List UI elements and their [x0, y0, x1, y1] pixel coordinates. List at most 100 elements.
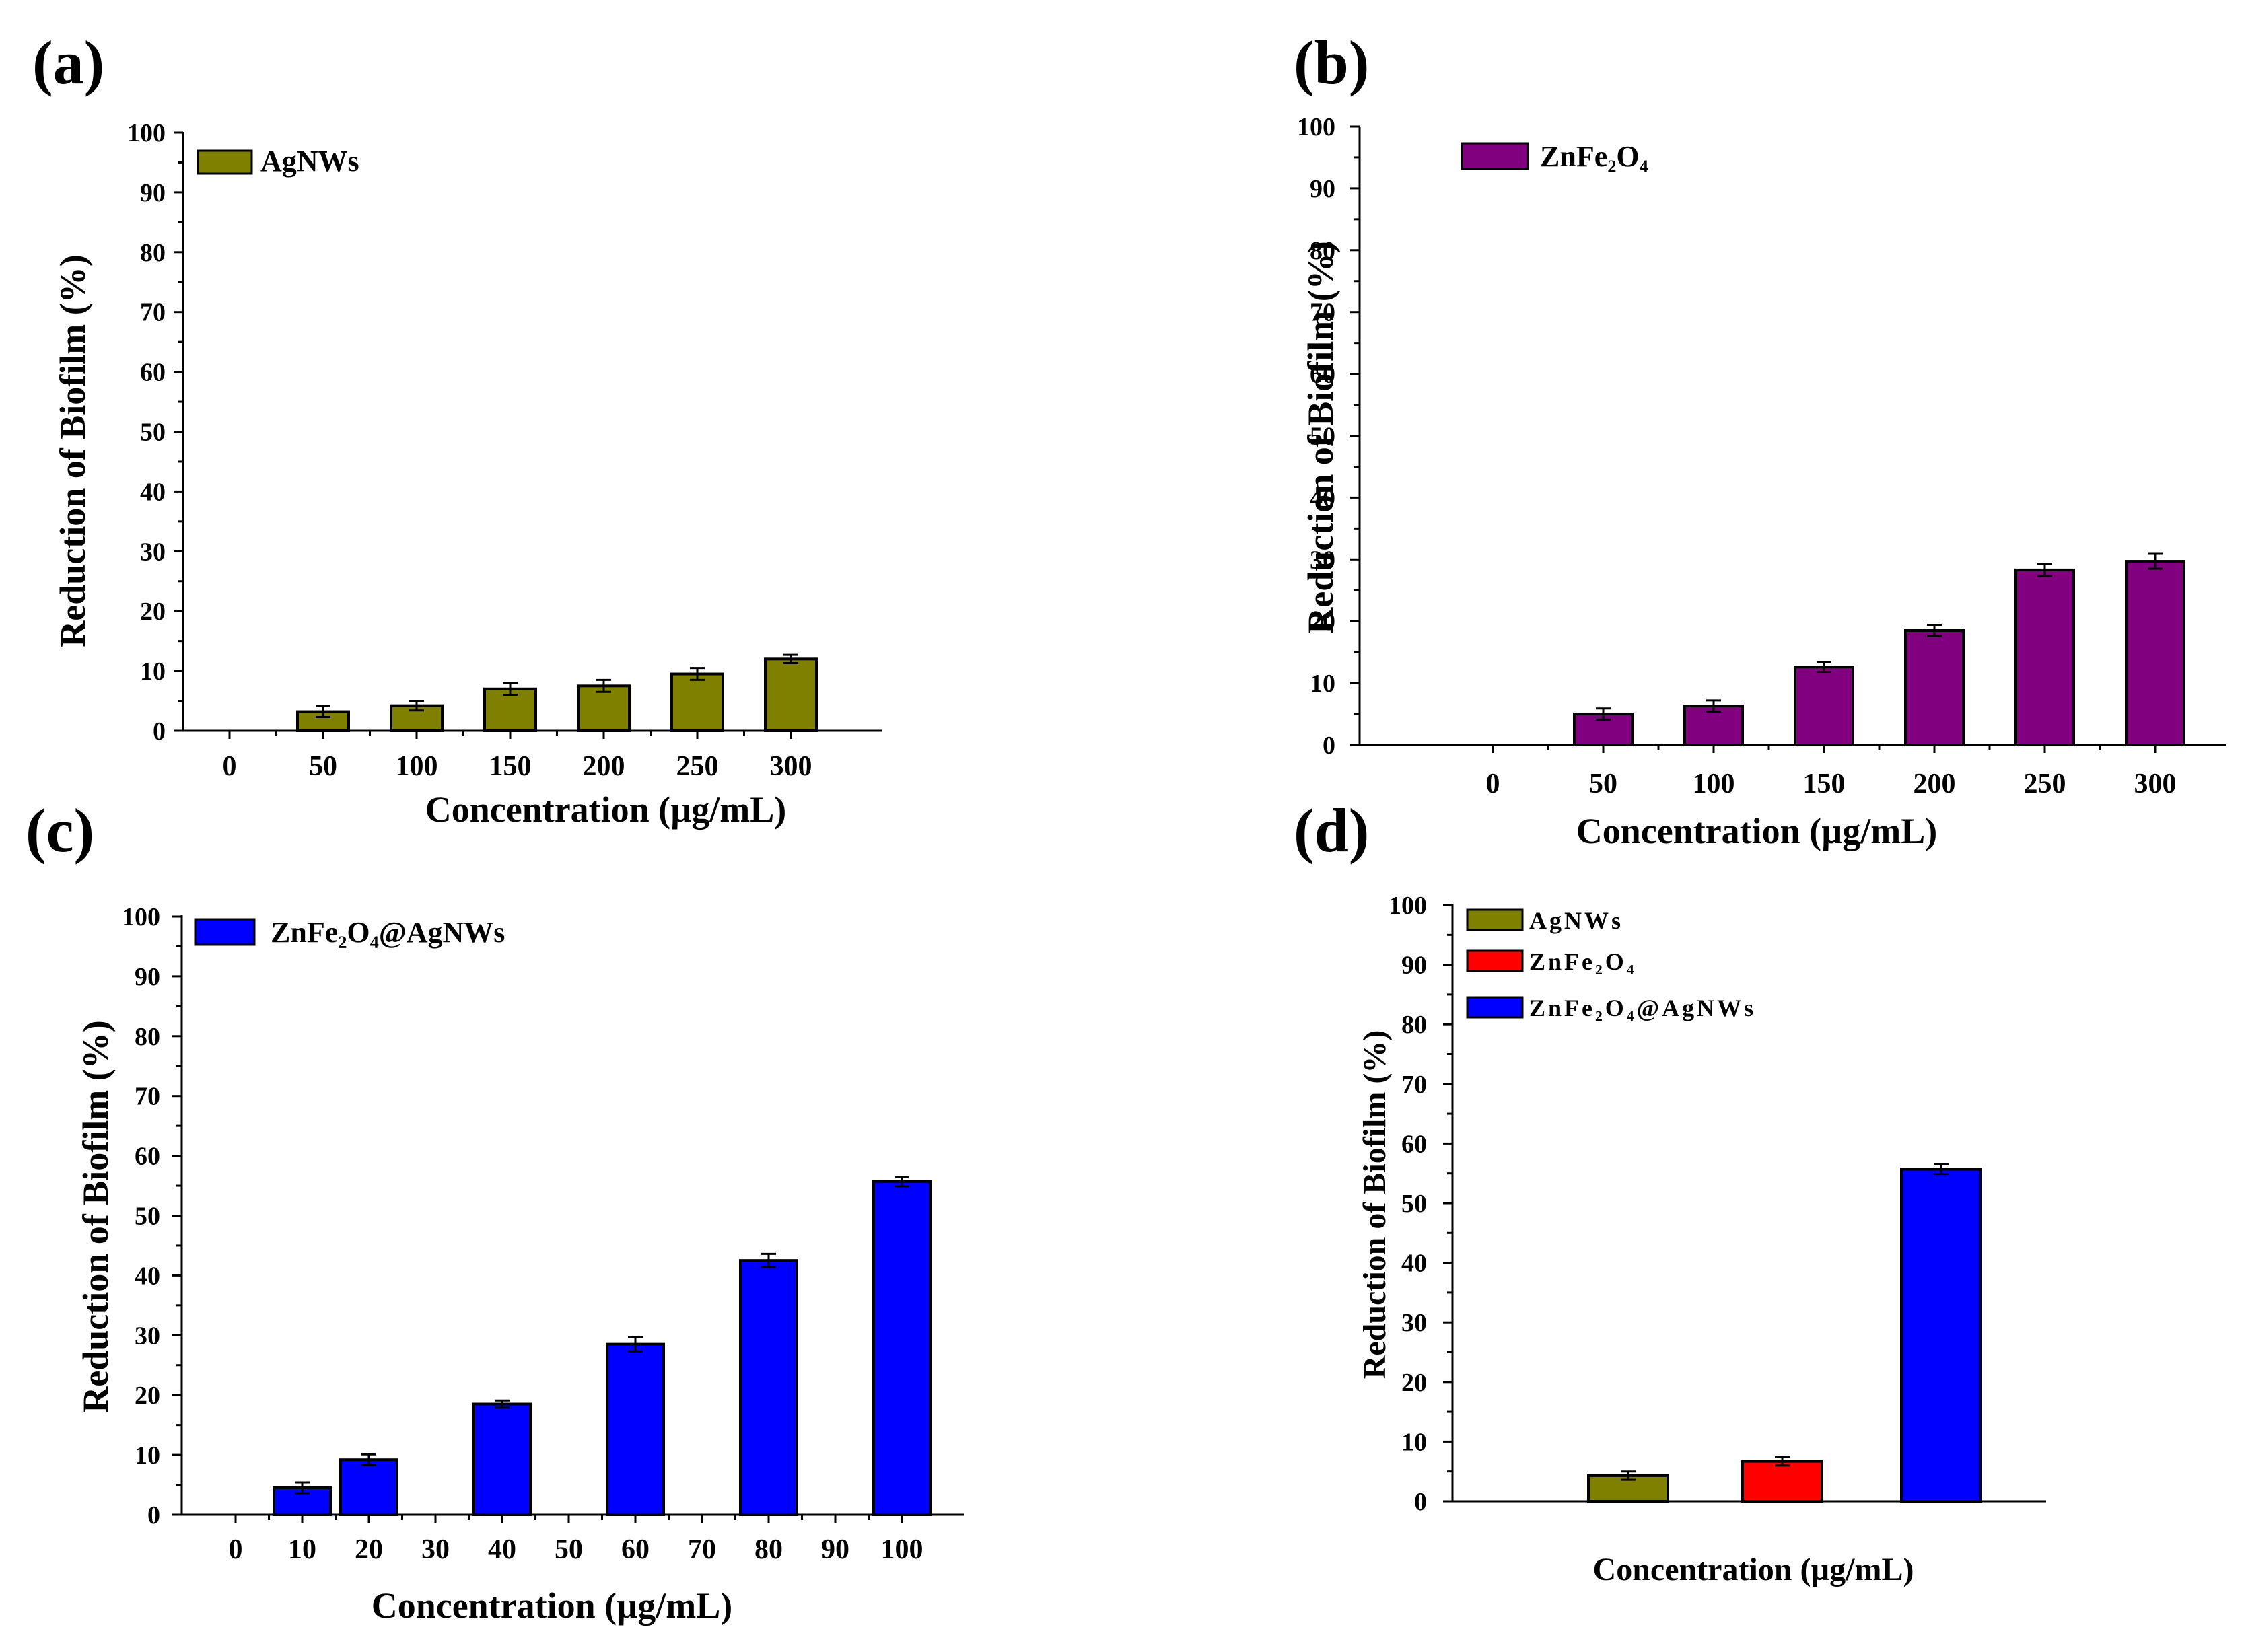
panel-a-legend-swatch [197, 149, 253, 175]
panel-a-x-title: Concentration (µg/mL) [425, 789, 787, 830]
panel-d-ytick-label: 100 [1389, 892, 1427, 920]
panel-d-errorbar-2 [1934, 1163, 1949, 1176]
panel-a-legend: AgNWs [197, 145, 359, 178]
panel-a-xtick-label: 100 [396, 751, 438, 782]
panel-b-ytick-label: 10 [1310, 670, 1335, 698]
panel-b-legend-label: ZnFe₂O₄ [1540, 140, 1648, 173]
panel-b: (b) 0 10 20 30 40 50 60 70 80 90 100 0 50 100 150 200 2… [1294, 28, 2226, 851]
panel-c-errorbar-80 [761, 1252, 776, 1268]
panel-a-yticks: 0 10 20 30 40 50 60 70 80 90 100 [127, 119, 183, 746]
panel-c-ytick-label: 90 [135, 963, 160, 991]
panel-d-ytick-label: 20 [1401, 1369, 1427, 1397]
panel-c-errorbar-100 [895, 1176, 909, 1188]
panel-b-bars [1573, 552, 2185, 747]
panel-b-ytick-label: 50 [1310, 423, 1335, 451]
panel-c-bar-20 [339, 1458, 398, 1516]
panel-d-errorbar-1 [1775, 1456, 1790, 1467]
panel-c-xtick-label: 60 [621, 1534, 650, 1565]
panel-a-y-title: Reduction of Biofilm (%) [52, 254, 93, 647]
panel-d: (d) 0 10 20 30 40 50 60 70 80 90 100 AgNWs ZnFe₂O₄… [1294, 796, 2046, 1587]
panel-d-bars [1587, 1163, 1982, 1503]
panel-b-bar-300 [2125, 560, 2185, 746]
panel-d-ytick-label: 90 [1401, 951, 1427, 980]
panel-c-ytick-label: 100 [122, 903, 160, 931]
panel-c-ytick-label: 0 [147, 1501, 160, 1530]
panel-c-bar-100 [872, 1180, 932, 1517]
panel-c-x-title: Concentration (µg/mL) [372, 1585, 733, 1626]
panel-c-ytick-label: 70 [135, 1083, 160, 1111]
panel-c-bar-40 [472, 1402, 532, 1516]
panel-c-xtick-label: 0 [229, 1534, 243, 1565]
panel-b-legend: ZnFe₂O₄ [1461, 140, 1648, 173]
panel-b-ytick-label: 0 [1323, 731, 1335, 760]
panel-a-ytick-label: 40 [140, 478, 166, 506]
panel-a-ytick-label: 60 [140, 359, 166, 387]
panel-b-xtick-label: 150 [1803, 768, 1846, 799]
panel-b-xticks: 0 50 100 150 200 250 300 [1486, 745, 2177, 799]
panel-b-ytick-label: 20 [1310, 608, 1335, 636]
panel-c-xtick-label: 30 [421, 1534, 450, 1565]
panel-c-errorbar-40 [495, 1399, 510, 1409]
panel-b-bar-150 [1794, 666, 1854, 746]
panel-b-errorbar-150 [1817, 661, 1831, 674]
panel-d-legend-swatch-composite [1466, 996, 1524, 1019]
panel-d-y-title: Reduction of Biofilm (%) [1357, 1030, 1393, 1379]
panel-a-ytick-label: 100 [127, 119, 166, 147]
panel-b-legend-swatch [1461, 142, 1529, 170]
panel-d-ytick-label: 50 [1401, 1190, 1427, 1218]
panel-c-yticks: 0 10 20 30 40 50 60 70 80 90 100 [122, 903, 182, 1530]
panel-c-bar-60 [606, 1342, 665, 1517]
panel-label-a: (a) [32, 28, 104, 97]
panel-a-xtick-label: 250 [676, 751, 719, 782]
panel-c-xtick-label: 10 [288, 1534, 316, 1565]
panel-b-xtick-label: 300 [2134, 768, 2177, 799]
panel-d-legend-swatch-agnws [1466, 908, 1524, 931]
panel-d-legend: AgNWs ZnFe₂O₄ ZnFe₂O₄@AgNWs [1466, 907, 1756, 1021]
panel-b-bar-250 [2014, 568, 2075, 746]
panel-a-bar-250 [670, 672, 724, 732]
panel-d-ytick-label: 60 [1401, 1130, 1427, 1158]
panel-a-legend-label: AgNWs [260, 145, 359, 178]
panel-d-yticks: 0 10 20 30 40 50 60 70 80 90 100 [1389, 892, 1452, 1516]
panel-a: (a) 0 10 20 30 40 50 60 70 80 90 100 0 50 100 150 200 2… [32, 28, 882, 830]
panel-c-ytick-label: 60 [135, 1143, 160, 1171]
panel-d-ytick-label: 70 [1401, 1071, 1427, 1099]
panel-c: (c) 0 10 20 30 40 50 60 70 80 90 100 0 10 20 30 40 50 60… [26, 796, 964, 1626]
panel-b-xtick-label: 100 [1693, 768, 1735, 799]
panel-a-ytick-label: 70 [140, 299, 166, 327]
panel-a-ytick-label: 10 [140, 657, 166, 686]
panel-d-ytick-label: 10 [1401, 1428, 1427, 1456]
panel-a-ytick-label: 90 [140, 179, 166, 207]
panel-b-bar-200 [1904, 629, 1965, 746]
panel-a-xtick-label: 200 [583, 751, 625, 782]
panel-b-xtick-label: 200 [1914, 768, 1956, 799]
panel-d-ytick-label: 80 [1401, 1011, 1427, 1039]
panel-c-xtick-label: 100 [881, 1534, 923, 1565]
panel-c-ytick-label: 30 [135, 1322, 160, 1350]
panel-c-bars [273, 1176, 932, 1517]
panel-d-ytick-label: 0 [1414, 1488, 1427, 1516]
panel-a-ytick-label: 20 [140, 598, 166, 626]
panel-a-xtick-label: 300 [770, 751, 812, 782]
panel-c-xtick-label: 90 [821, 1534, 849, 1565]
panel-a-xticks: 0 50 100 150 200 250 300 [223, 731, 812, 782]
panel-d-legend-label-composite: ZnFe₂O₄@AgNWs [1529, 995, 1756, 1021]
panel-label-b: (b) [1294, 28, 1369, 97]
panel-a-xtick-label: 50 [309, 751, 337, 782]
panel-d-legend-label-agnws: AgNWs [1529, 907, 1623, 934]
panel-a-errorbar-300 [783, 653, 798, 665]
panel-d-ytick-label: 40 [1401, 1250, 1427, 1278]
panel-b-errorbar-250 [2037, 563, 2052, 577]
panel-b-ytick-label: 90 [1310, 175, 1335, 203]
panel-c-legend-swatch [194, 918, 256, 946]
panel-d-bar-2 [1900, 1168, 1982, 1503]
panel-c-ytick-label: 80 [135, 1023, 160, 1051]
panel-c-y-title: Reduction of Biofilm (%) [75, 1020, 116, 1412]
panel-c-ytick-label: 40 [135, 1262, 160, 1290]
panel-a-ytick-label: 50 [140, 419, 166, 447]
panel-b-errorbar-50 [1596, 707, 1611, 721]
panel-c-xticks: 0 10 20 30 40 50 60 70 80 90 100 [229, 1515, 923, 1565]
panel-b-ytick-label: 100 [1297, 113, 1335, 141]
panel-c-xtick-label: 70 [688, 1534, 716, 1565]
panel-b-xtick-label: 0 [1486, 768, 1500, 799]
